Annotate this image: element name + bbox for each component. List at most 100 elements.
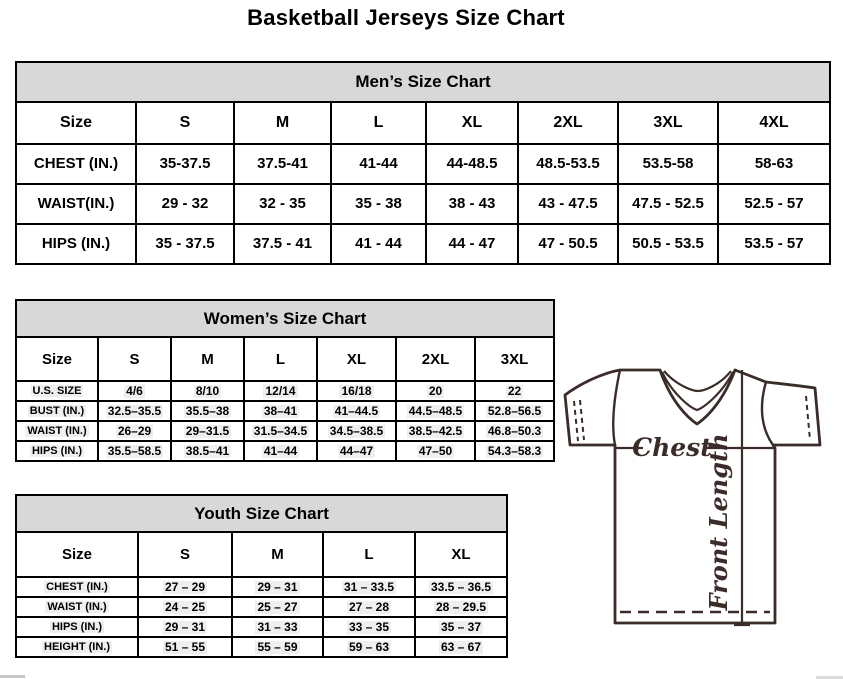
size-value-cell: 35 - 38	[355, 195, 402, 213]
size-value-cell: 52.5 - 57	[744, 195, 804, 213]
size-value-cell: 33.5 – 36.5	[428, 579, 494, 595]
size-value-cell: 29–31.5	[183, 423, 232, 439]
men-column-header: 2XL	[517, 101, 619, 145]
women-column-header: L	[243, 336, 318, 382]
youth-size-table: Youth Size Chart Size S M L XL CHEST (IN.) 27 –…	[14, 494, 509, 658]
row-label: U.S. SIZE	[30, 384, 84, 398]
men-table-title: Men’s Size Chart	[14, 61, 832, 103]
row-label: WAIST (IN.)	[45, 600, 109, 614]
women-table-row: WAIST (IN.) 26–29 29–31.5 31.5–34.5 34.5–38.…	[15, 420, 556, 442]
size-value-cell: 50.5 - 53.5	[632, 235, 704, 253]
size-value-cell: 38.5–42.5	[406, 423, 465, 439]
size-value-cell: 34.5–38.5	[327, 423, 386, 439]
size-value-cell: 55 – 59	[255, 639, 300, 655]
size-value-cell: 53.5-58	[642, 155, 694, 173]
youth-table-row: CHEST (IN.) 27 – 29 29 – 31 31 – 33.5 33.5 –…	[15, 576, 509, 598]
women-column-header: S	[97, 336, 172, 382]
men-table-row: HIPS (IN.) 35 - 37.5 37.5 - 41 41 - 44 44 - …	[15, 223, 832, 265]
right-armhole-seam	[760, 381, 774, 446]
size-value-cell: 35.5–58.5	[105, 443, 164, 459]
left-armhole-seam	[611, 369, 622, 446]
page-title: Basketball Jerseys Size Chart	[247, 5, 565, 30]
size-value-cell: 47.5 - 52.5	[632, 195, 704, 213]
size-value-cell: 35-37.5	[159, 155, 211, 173]
row-label: HEIGHT (IN.)	[42, 640, 112, 654]
size-value-cell: 43 - 47.5	[538, 195, 598, 213]
size-value-cell: 31 – 33	[255, 619, 300, 635]
youth-column-header: Size	[15, 531, 139, 578]
size-value-cell: 26–29	[115, 423, 154, 439]
youth-column-header: M	[231, 531, 324, 578]
size-value-cell: 29 – 31	[162, 619, 208, 635]
youth-column-header: L	[322, 531, 416, 578]
size-value-cell: 44.5–48.5	[406, 403, 465, 419]
horizontal-scrollbar-fragment-right[interactable]	[816, 676, 843, 679]
women-column-header: 3XL	[473, 336, 556, 382]
size-value-cell: 37.5-41	[257, 155, 308, 173]
women-table-title: Women’s Size Chart	[14, 299, 556, 338]
row-label: WAIST(IN.)	[37, 195, 115, 213]
size-value-cell: 44–47	[337, 443, 376, 459]
size-value-cell: 29 - 32	[161, 195, 209, 213]
left-cuff-stitch-2	[579, 399, 585, 441]
men-column-header: M	[233, 101, 332, 145]
youth-table-row: WAIST (IN.) 24 – 25 25 – 27 27 – 28 28 – 29.…	[15, 596, 509, 618]
size-value-cell: 37.5 - 41	[252, 235, 313, 253]
size-value-cell: 41-44	[359, 155, 398, 173]
row-label: HIPS (IN.)	[49, 620, 105, 634]
row-label: HIPS (IN.)	[29, 444, 85, 458]
collar-back-curve	[663, 370, 732, 393]
youth-column-header: S	[137, 531, 233, 578]
size-value-cell: 44 - 47	[448, 235, 496, 253]
women-table-row: BUST (IN.) 32.5–35.5 35.5–38 38–41 41–44.5 44…	[15, 400, 556, 422]
size-value-cell: 8/10	[193, 383, 222, 399]
size-value-cell: 31 – 33.5	[341, 579, 397, 595]
size-value-cell: 63 – 67	[438, 639, 484, 655]
youth-table-row: HEIGHT (IN.) 51 – 55 55 – 59 59 – 63 63 – 67	[15, 636, 509, 658]
size-value-cell: 38 - 43	[448, 195, 496, 213]
jersey-measurement-diagram: Chest Front Length	[553, 360, 843, 665]
women-table-row: HIPS (IN.) 35.5–58.5 38.5–41 41–44 44–47 47–5…	[15, 440, 556, 462]
size-value-cell: 59 – 63	[346, 639, 392, 655]
size-value-cell: 35.5–38	[183, 403, 232, 419]
women-column-header: 2XL	[395, 336, 476, 382]
size-value-cell: 31.5–34.5	[251, 423, 310, 439]
collar-inner-curve	[661, 371, 734, 412]
men-column-header: S	[135, 101, 235, 145]
men-column-header: 4XL	[716, 101, 832, 145]
size-value-cell: 32.5–35.5	[105, 403, 164, 419]
row-label: CHEST (IN.)	[44, 580, 110, 594]
size-value-cell: 27 – 28	[346, 599, 392, 615]
size-value-cell: 28 – 29.5	[433, 599, 489, 615]
womens-size-table: Women’s Size Chart Size S M L XL 2XL 3XL U.S. SI…	[14, 299, 556, 462]
size-value-cell: 32 - 35	[259, 195, 306, 213]
size-value-cell: 52.8–56.5	[485, 403, 544, 419]
women-column-header: M	[170, 336, 245, 382]
men-column-header: XL	[425, 101, 519, 145]
row-label: WAIST (IN.)	[25, 424, 89, 438]
size-value-cell: 58-63	[754, 155, 794, 173]
size-value-cell: 35 - 37.5	[155, 235, 215, 253]
women-table-row: U.S. SIZE 4/6 8/10 12/14 16/18 20 22	[15, 380, 556, 402]
mens-size-table: Men’s Size Chart Size S M L XL 2XL 3XL 4XL CHEST …	[14, 61, 832, 265]
size-value-cell: 16/18	[339, 383, 374, 399]
size-value-cell: 20	[426, 383, 445, 399]
men-column-header: Size	[15, 101, 137, 145]
men-table-row: WAIST(IN.) 29 - 32 32 - 35 35 - 38 38 - 43 43…	[15, 183, 832, 225]
horizontal-scrollbar-fragment-left[interactable]	[0, 675, 25, 678]
men-table-row: CHEST (IN.) 35-37.5 37.5-41 41-44 44-48.5 48.…	[15, 143, 832, 185]
size-value-cell: 47 - 50.5	[538, 235, 598, 253]
size-value-cell: 35 – 37	[438, 619, 484, 635]
size-value-cell: 38–41	[261, 403, 300, 419]
size-value-cell: 41–44.5	[332, 403, 381, 419]
front-length-label: Front Length	[704, 433, 733, 611]
size-value-cell: 27 – 29	[162, 579, 208, 595]
women-column-header: XL	[316, 336, 397, 382]
men-column-header: 3XL	[617, 101, 719, 145]
chest-label: Chest	[632, 433, 712, 462]
row-label: HIPS (IN.)	[41, 235, 111, 253]
youth-table-row: HIPS (IN.) 29 – 31 31 – 33 33 – 35 35 – 37	[15, 616, 509, 638]
row-label: CHEST (IN.)	[33, 155, 119, 173]
size-value-cell: 46.8–50.3	[485, 423, 544, 439]
size-value-cell: 12/14	[263, 383, 298, 399]
